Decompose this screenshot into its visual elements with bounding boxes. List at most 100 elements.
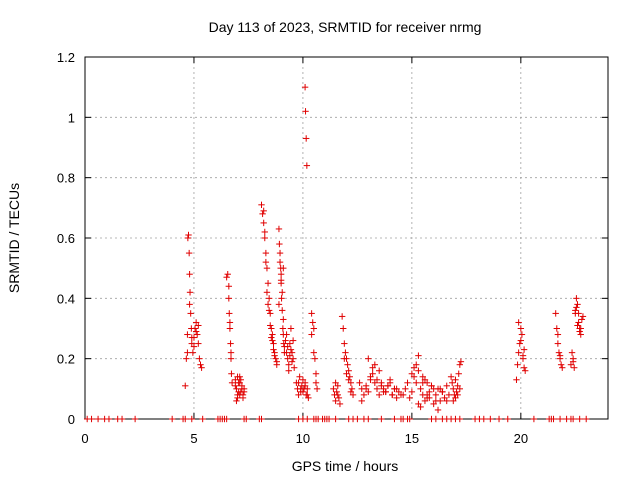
data-point	[344, 361, 351, 368]
data-point	[282, 337, 289, 344]
data-point	[419, 379, 426, 386]
data-point	[185, 231, 192, 239]
data-point	[236, 391, 243, 399]
data-point	[402, 385, 409, 393]
data-point	[373, 385, 381, 393]
data-point	[285, 367, 292, 374]
data-point	[272, 355, 279, 362]
data-point	[285, 361, 292, 368]
data-point	[517, 337, 525, 344]
data-point	[456, 385, 464, 393]
data-point	[263, 264, 271, 272]
data-point	[453, 388, 460, 396]
data-point	[186, 289, 194, 296]
data-point	[186, 271, 193, 278]
data-point	[243, 415, 250, 423]
data-point	[378, 415, 385, 423]
data-point	[393, 394, 400, 402]
y-tick-label: 0.6	[57, 231, 75, 246]
data-point	[448, 379, 456, 386]
data-point	[265, 307, 273, 314]
data-point	[515, 349, 522, 356]
data-point	[302, 108, 309, 115]
data-point	[199, 415, 206, 423]
data-point	[223, 415, 230, 423]
data-point	[263, 289, 271, 296]
data-point	[196, 355, 203, 362]
data-point	[518, 331, 526, 338]
data-point	[555, 349, 563, 356]
data-point	[347, 388, 355, 396]
x-tick-label: 5	[190, 431, 197, 446]
data-point	[184, 349, 191, 356]
data-point	[408, 388, 416, 396]
data-point	[554, 340, 562, 347]
data-point	[192, 328, 200, 335]
data-point	[303, 162, 311, 169]
data-point	[391, 385, 398, 393]
data-point	[378, 382, 385, 390]
data-point	[198, 364, 205, 371]
data-point	[227, 340, 234, 347]
data-point	[190, 343, 198, 350]
data-point	[348, 385, 356, 393]
y-axis-label: SRMTID / TECUs	[6, 183, 22, 293]
data-point	[187, 310, 194, 317]
x-axis-label: GPS time / hours	[292, 458, 399, 474]
data-point	[335, 394, 343, 402]
data-point	[223, 274, 230, 281]
data-point	[225, 295, 233, 302]
data-point	[342, 349, 349, 356]
data-point	[308, 310, 315, 317]
data-point	[572, 307, 579, 314]
data-point	[554, 331, 562, 338]
data-point	[330, 385, 337, 393]
x-tick-label: 0	[81, 431, 88, 446]
data-point	[195, 322, 202, 329]
data-point	[334, 391, 341, 399]
data-point	[188, 334, 195, 341]
data-point	[286, 352, 294, 359]
data-point	[194, 331, 201, 338]
data-point	[259, 210, 266, 218]
data-point	[410, 364, 418, 371]
data-point	[520, 346, 528, 353]
x-tick-label: 10	[296, 431, 310, 446]
data-point	[480, 415, 487, 423]
data-point	[232, 382, 239, 390]
data-point	[302, 135, 310, 142]
data-point	[227, 355, 235, 362]
data-point	[301, 382, 309, 390]
data-point	[569, 415, 577, 423]
data-point	[556, 415, 564, 423]
data-point	[277, 277, 285, 284]
data-point	[577, 331, 584, 338]
data-point	[283, 331, 290, 338]
data-point	[131, 415, 139, 423]
data-point	[578, 316, 586, 323]
data-point	[391, 415, 398, 423]
data-point	[296, 373, 303, 380]
data-point	[276, 258, 284, 266]
data-point	[226, 319, 234, 326]
data-point	[304, 415, 311, 423]
data-point	[270, 340, 277, 347]
data-point	[457, 358, 465, 365]
data-point	[456, 361, 464, 368]
data-point	[341, 355, 348, 362]
data-point	[312, 370, 320, 377]
data-point	[336, 400, 344, 408]
data-point	[575, 319, 582, 326]
data-point	[284, 343, 291, 350]
data-point	[278, 295, 285, 302]
data-point	[332, 415, 339, 423]
data-point	[530, 415, 538, 423]
data-point	[443, 397, 450, 405]
data-point	[271, 352, 278, 359]
data-point	[279, 325, 287, 332]
data-point	[299, 388, 307, 396]
data-point	[455, 370, 462, 377]
data-point	[279, 289, 286, 296]
data-point	[408, 370, 416, 377]
data-point	[406, 415, 413, 423]
